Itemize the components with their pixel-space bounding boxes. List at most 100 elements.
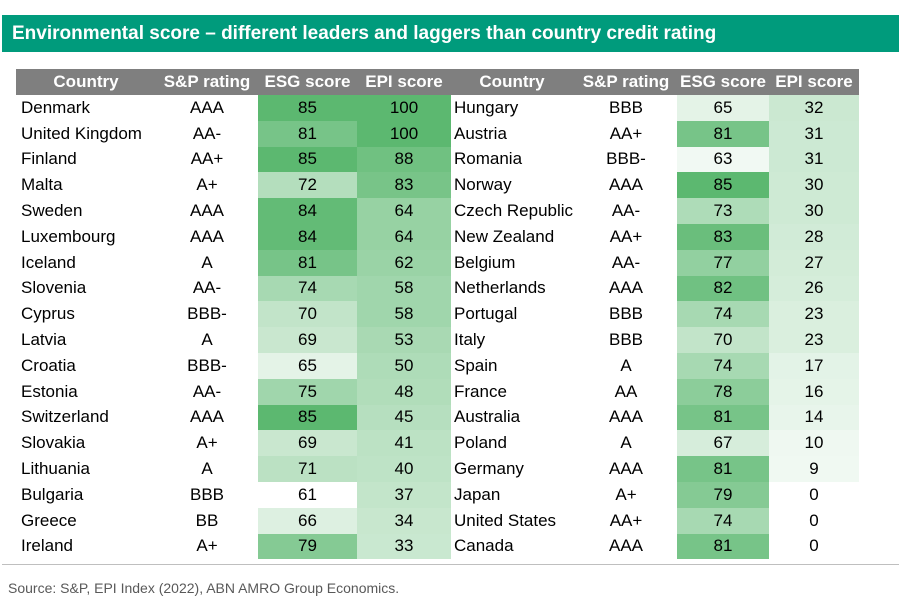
esg-score-cell: 72 bbox=[258, 172, 357, 199]
table-row: Canada AAA 81 0 bbox=[449, 533, 859, 560]
rating-cell: BBB bbox=[608, 330, 644, 350]
esg-score-cell: 74 bbox=[677, 507, 769, 534]
table-row: Australia AAA 81 14 bbox=[449, 404, 859, 431]
epi-score-cell: 83 bbox=[357, 172, 451, 199]
rating-cell: AA- bbox=[192, 123, 222, 143]
country-cell: United States bbox=[454, 510, 557, 530]
epi-score-cell: 64 bbox=[357, 198, 451, 224]
country-cell: Slovakia bbox=[21, 433, 86, 453]
rating-cell: AAA bbox=[189, 201, 225, 221]
rating-cell: A bbox=[201, 330, 213, 350]
header-country: Country bbox=[16, 69, 156, 95]
country-cell: Bulgaria bbox=[21, 484, 84, 504]
esg-score-cell: 84 bbox=[258, 223, 357, 250]
right-table-header: Country S&P rating ESG score EPI score bbox=[449, 69, 859, 95]
esg-score-cell: 74 bbox=[677, 301, 769, 328]
rating-cell: AAA bbox=[189, 226, 225, 246]
table-row: New Zealand AA+ 83 28 bbox=[449, 223, 859, 250]
esg-score-cell: 83 bbox=[677, 223, 769, 250]
epi-score-cell: 88 bbox=[357, 146, 451, 173]
country-cell: Switzerland bbox=[21, 407, 109, 427]
table-row: Bulgaria BBB 61 37 bbox=[16, 481, 451, 508]
right-table: Country S&P rating ESG score EPI score H… bbox=[449, 69, 859, 560]
table-row: Lithuania A 71 40 bbox=[16, 456, 451, 482]
esg-score-cell: 69 bbox=[258, 430, 357, 457]
esg-score-cell: 69 bbox=[258, 327, 357, 353]
table-row: Slovenia AA- 74 58 bbox=[16, 275, 451, 302]
epi-score-cell: 45 bbox=[357, 404, 451, 431]
rating-cell: AAA bbox=[608, 459, 644, 479]
epi-score-cell: 100 bbox=[357, 120, 451, 147]
rating-cell: A+ bbox=[615, 484, 637, 504]
epi-score-cell: 27 bbox=[769, 249, 859, 276]
epi-score-cell: 0 bbox=[769, 481, 859, 508]
table-row: Denmark AAA 85 100 bbox=[16, 95, 451, 121]
esg-score-cell: 79 bbox=[258, 533, 357, 560]
table-row: Netherlands AAA 82 26 bbox=[449, 275, 859, 302]
country-cell: Netherlands bbox=[454, 278, 546, 298]
table-row: United Kingdom AA- 81 100 bbox=[16, 120, 451, 147]
esg-score-cell: 61 bbox=[258, 481, 357, 508]
country-cell: Italy bbox=[454, 330, 486, 350]
epi-score-cell: 26 bbox=[769, 275, 859, 302]
epi-score-cell: 16 bbox=[769, 378, 859, 405]
rating-cell: AAA bbox=[189, 407, 225, 427]
table-row: Finland AA+ 85 88 bbox=[16, 146, 451, 173]
country-cell: Portugal bbox=[454, 304, 518, 324]
table-row: Belgium AA- 77 27 bbox=[449, 249, 859, 276]
table-row: Austria AA+ 81 31 bbox=[449, 120, 859, 147]
rating-cell: AA+ bbox=[609, 226, 643, 246]
left-table-header: Country S&P rating ESG score EPI score bbox=[16, 69, 451, 95]
header-esg-score: ESG score bbox=[258, 69, 357, 95]
esg-score-cell: 73 bbox=[677, 198, 769, 224]
rating-cell: A+ bbox=[196, 433, 218, 453]
esg-score-cell: 78 bbox=[677, 378, 769, 405]
table-row: Sweden AAA 84 64 bbox=[16, 198, 451, 224]
table-row: Switzerland AAA 85 45 bbox=[16, 404, 451, 431]
epi-score-cell: 9 bbox=[769, 456, 859, 482]
esg-score-cell: 79 bbox=[677, 481, 769, 508]
header-sp-rating: S&P rating bbox=[575, 69, 677, 95]
country-cell: France bbox=[454, 381, 507, 401]
rating-cell: AAA bbox=[608, 175, 644, 195]
rating-cell: AAA bbox=[608, 407, 644, 427]
esg-score-cell: 74 bbox=[677, 352, 769, 379]
header-sp-rating: S&P rating bbox=[156, 69, 258, 95]
epi-score-cell: 31 bbox=[769, 146, 859, 173]
epi-score-cell: 48 bbox=[357, 378, 451, 405]
epi-score-cell: 64 bbox=[357, 223, 451, 250]
table-row: Iceland A 81 62 bbox=[16, 249, 451, 276]
rating-cell: AA- bbox=[611, 252, 641, 272]
epi-score-cell: 32 bbox=[769, 95, 859, 121]
rating-cell: AA- bbox=[192, 278, 222, 298]
left-table: Country S&P rating ESG score EPI score D… bbox=[16, 69, 451, 560]
esg-score-cell: 85 bbox=[258, 95, 357, 121]
table-row: Hungary BBB 65 32 bbox=[449, 95, 859, 121]
esg-score-cell: 70 bbox=[258, 301, 357, 328]
esg-score-cell: 81 bbox=[677, 456, 769, 482]
country-cell: Ireland bbox=[21, 536, 73, 556]
rating-cell: A+ bbox=[196, 536, 218, 556]
epi-score-cell: 62 bbox=[357, 249, 451, 276]
table-row: Romania BBB- 63 31 bbox=[449, 146, 859, 173]
epi-score-cell: 58 bbox=[357, 301, 451, 328]
header-esg-score: ESG score bbox=[677, 69, 769, 95]
rating-cell: BBB- bbox=[187, 355, 227, 375]
rating-cell: AA- bbox=[192, 381, 222, 401]
table-row: Norway AAA 85 30 bbox=[449, 172, 859, 199]
country-cell: Australia bbox=[454, 407, 521, 427]
rating-cell: BBB- bbox=[606, 149, 646, 169]
esg-score-cell: 66 bbox=[258, 507, 357, 534]
esg-score-cell: 85 bbox=[258, 404, 357, 431]
rating-cell: AA+ bbox=[190, 149, 224, 169]
country-cell: Romania bbox=[454, 149, 523, 169]
table-row: Slovakia A+ 69 41 bbox=[16, 430, 451, 457]
rating-cell: AAA bbox=[608, 278, 644, 298]
epi-score-cell: 0 bbox=[769, 507, 859, 534]
esg-score-cell: 81 bbox=[258, 120, 357, 147]
epi-score-cell: 10 bbox=[769, 430, 859, 457]
epi-score-cell: 33 bbox=[357, 533, 451, 560]
table-row: Croatia BBB- 65 50 bbox=[16, 352, 451, 379]
epi-score-cell: 17 bbox=[769, 352, 859, 379]
country-cell: Malta bbox=[21, 175, 63, 195]
